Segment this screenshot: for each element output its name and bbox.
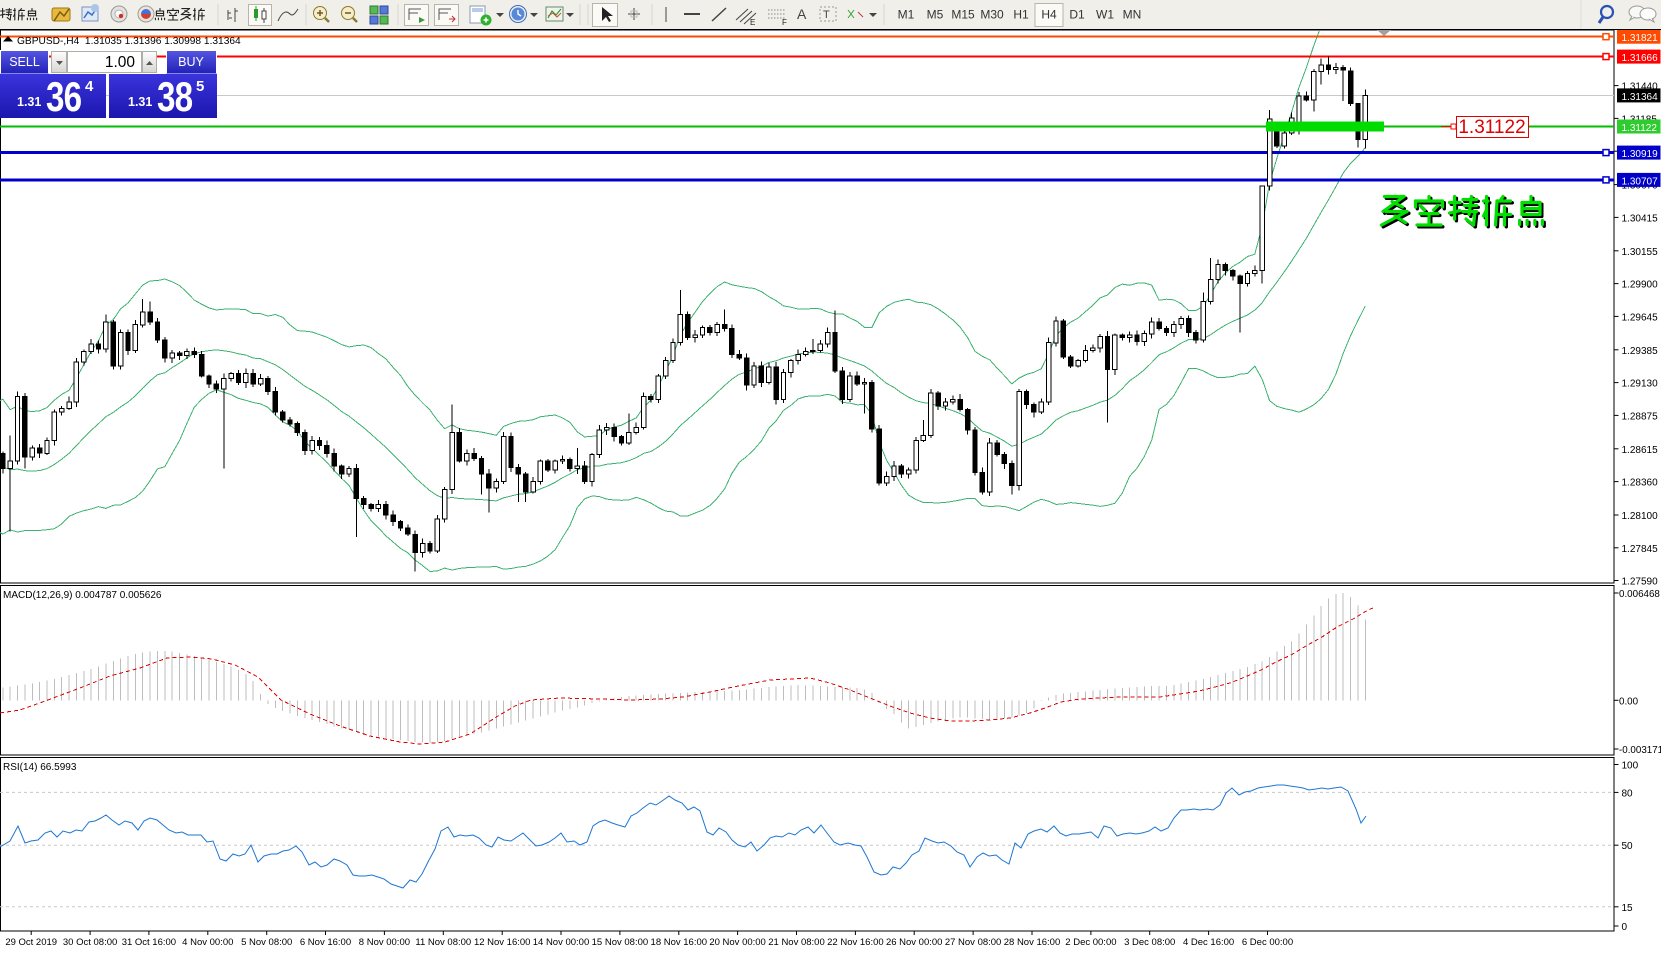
svg-text:18 Nov 16:00: 18 Nov 16:00 (651, 937, 708, 948)
svg-text:E: E (750, 18, 755, 27)
svg-text:M1: M1 (898, 8, 915, 22)
svg-text:1.28100: 1.28100 (1622, 511, 1659, 522)
svg-text:RSI(14) 66.5993: RSI(14) 66.5993 (3, 762, 77, 773)
svg-text:M15: M15 (951, 8, 975, 22)
svg-text:0: 0 (1622, 922, 1628, 933)
svg-text:15 Nov 08:00: 15 Nov 08:00 (592, 937, 649, 948)
svg-text:M5: M5 (927, 8, 944, 22)
svg-text:1.29645: 1.29645 (1622, 312, 1659, 323)
svg-text:1.31122: 1.31122 (1622, 123, 1658, 134)
svg-text:W1: W1 (1096, 8, 1114, 22)
svg-text:50: 50 (1622, 841, 1634, 852)
svg-text:4 Dec 16:00: 4 Dec 16:00 (1183, 937, 1234, 948)
svg-text:1.30707: 1.30707 (1622, 176, 1659, 187)
svg-text:0.00: 0.00 (1619, 696, 1639, 707)
svg-text:1.31122: 1.31122 (1458, 117, 1525, 138)
svg-text:1.28360: 1.28360 (1622, 478, 1659, 489)
svg-text:15: 15 (1622, 903, 1634, 914)
svg-text:5 Nov 08:00: 5 Nov 08:00 (241, 937, 292, 948)
svg-text:H4: H4 (1041, 8, 1057, 22)
svg-text:1.27845: 1.27845 (1622, 544, 1659, 555)
svg-text:H1: H1 (1013, 8, 1029, 22)
svg-text:27 Nov 08:00: 27 Nov 08:00 (945, 937, 1002, 948)
svg-text:1.31666: 1.31666 (1622, 53, 1659, 64)
svg-text:1.31821: 1.31821 (1622, 33, 1659, 44)
svg-text:GBPUSD-,H4 1.31035 1.31396 1.: GBPUSD-,H4 1.31035 1.31396 1.30998 1.313… (17, 36, 241, 47)
svg-text:1.30155: 1.30155 (1622, 247, 1659, 258)
svg-text:1.30415: 1.30415 (1622, 213, 1659, 224)
svg-text:12 Nov 16:00: 12 Nov 16:00 (474, 937, 531, 948)
svg-text:8 Nov 00:00: 8 Nov 00:00 (359, 937, 410, 948)
svg-text:1.28615: 1.28615 (1622, 445, 1659, 456)
svg-text:11 Nov 08:00: 11 Nov 08:00 (415, 937, 471, 948)
svg-text:1.29385: 1.29385 (1622, 346, 1659, 357)
svg-text:-0.003171: -0.003171 (1619, 745, 1661, 756)
svg-text:29 Oct 2019: 29 Oct 2019 (5, 937, 57, 948)
svg-text:1.31364: 1.31364 (1622, 92, 1659, 103)
svg-text:6 Nov 16:00: 6 Nov 16:00 (300, 937, 351, 948)
svg-text:1.27590: 1.27590 (1622, 577, 1659, 588)
svg-text:31 Oct 16:00: 31 Oct 16:00 (122, 937, 176, 948)
svg-text:F: F (782, 18, 787, 27)
svg-text:21 Nov 08:00: 21 Nov 08:00 (768, 937, 825, 948)
svg-text:28 Nov 16:00: 28 Nov 16:00 (1004, 937, 1061, 948)
svg-text:20 Nov 00:00: 20 Nov 00:00 (709, 937, 766, 948)
svg-text:6 Dec 00:00: 6 Dec 00:00 (1242, 937, 1293, 948)
svg-text:1.28875: 1.28875 (1622, 411, 1659, 422)
svg-text:26 Nov 00:00: 26 Nov 00:00 (886, 937, 943, 948)
svg-text:1.31440: 1.31440 (1622, 82, 1659, 93)
svg-text:MN: MN (1123, 8, 1142, 22)
svg-text:14 Nov 00:00: 14 Nov 00:00 (533, 937, 590, 948)
svg-text:2 Dec 00:00: 2 Dec 00:00 (1065, 937, 1116, 948)
svg-text:80: 80 (1622, 788, 1634, 799)
svg-text:4 Nov 00:00: 4 Nov 00:00 (182, 937, 233, 948)
svg-text:3 Dec 08:00: 3 Dec 08:00 (1124, 937, 1175, 948)
svg-text:1.29900: 1.29900 (1622, 280, 1659, 291)
svg-text:A: A (797, 6, 807, 22)
svg-text:MACD(12,26,9) 0.004787 0.00562: MACD(12,26,9) 0.004787 0.005626 (3, 590, 162, 601)
svg-text:100: 100 (1622, 761, 1639, 772)
svg-text:1.30919: 1.30919 (1622, 149, 1659, 160)
svg-text:0.006468: 0.006468 (1619, 589, 1660, 600)
svg-text:1.29130: 1.29130 (1622, 379, 1659, 390)
svg-text:22 Nov 16:00: 22 Nov 16:00 (827, 937, 884, 948)
svg-text:T: T (823, 9, 830, 21)
svg-text:D1: D1 (1069, 8, 1085, 22)
svg-text:M30: M30 (980, 8, 1004, 22)
svg-text:30 Oct 08:00: 30 Oct 08:00 (63, 937, 117, 948)
